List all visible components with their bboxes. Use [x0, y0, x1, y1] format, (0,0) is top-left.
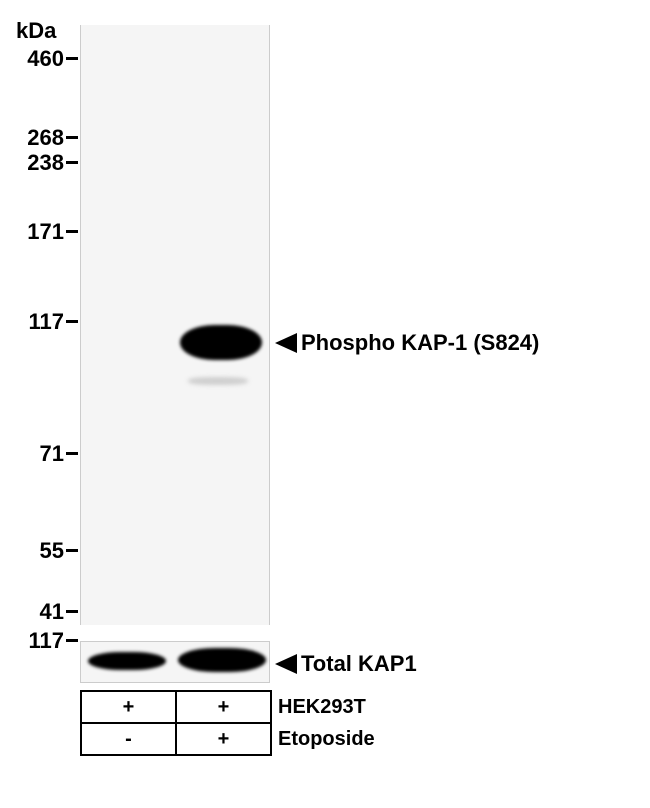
tick-268: [66, 136, 78, 139]
mw-marker-460: 460: [16, 46, 64, 72]
phospho-kap1-band: [180, 325, 262, 360]
tick-171: [66, 230, 78, 233]
arrow-text-total: Total KAP1: [301, 651, 417, 677]
cell-hek293t-lane2: +: [176, 691, 271, 723]
mw-marker-71: 71: [16, 441, 64, 467]
main-blot-panel: [80, 25, 270, 625]
mw-marker-238: 238: [16, 150, 64, 176]
mw-marker-117: 117: [16, 309, 64, 335]
tick-71: [66, 452, 78, 455]
total-kap1-band-lane2: [178, 648, 266, 672]
label-phospho-kap1: Phospho KAP-1 (S824): [275, 330, 539, 356]
mw-marker-268: 268: [16, 125, 64, 151]
cell-etoposide-lane2: +: [176, 723, 271, 755]
tick-460: [66, 57, 78, 60]
tick-117: [66, 320, 78, 323]
arrow-icon: [275, 333, 297, 353]
table-row-hek293t: + + HEK293T: [81, 691, 411, 723]
cell-hek293t-lane1: +: [81, 691, 176, 723]
mw-marker-171: 171: [16, 219, 64, 245]
axis-unit-label: kDa: [16, 18, 56, 44]
tick-41: [66, 610, 78, 613]
row-label-etoposide: Etoposide: [271, 723, 411, 755]
western-blot-figure: kDa 460 268 238 171 117 71 55 41 117 Pho…: [0, 0, 650, 808]
label-total-kap1: Total KAP1: [275, 651, 417, 677]
arrow-text-phospho: Phospho KAP-1 (S824): [301, 330, 539, 356]
mw-marker-41: 41: [16, 599, 64, 625]
cell-etoposide-lane1: -: [81, 723, 176, 755]
sample-condition-table: + + HEK293T - + Etoposide: [80, 690, 411, 756]
tick-117-strip: [66, 639, 78, 642]
mw-marker-117-strip: 117: [16, 628, 64, 654]
arrow-icon: [275, 654, 297, 674]
table-row-etoposide: - + Etoposide: [81, 723, 411, 755]
tick-238: [66, 161, 78, 164]
faint-nonspecific-band: [188, 377, 248, 385]
mw-marker-55: 55: [16, 538, 64, 564]
row-label-hek293t: HEK293T: [271, 691, 411, 723]
tick-55: [66, 549, 78, 552]
total-kap1-band-lane1: [88, 652, 166, 670]
